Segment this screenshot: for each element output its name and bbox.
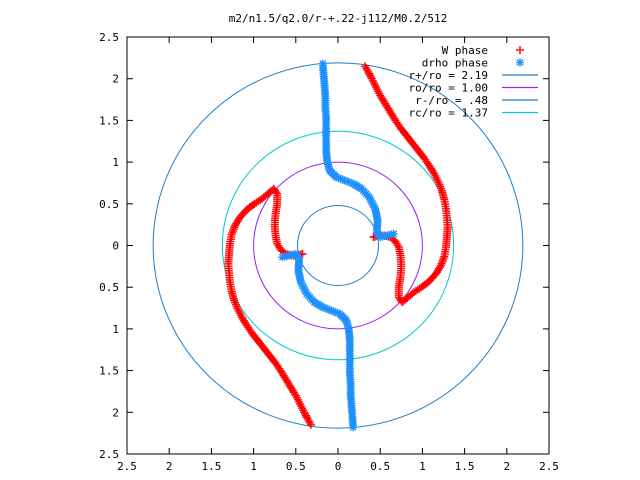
y-tick-label: 0 <box>112 240 119 253</box>
axis-ticks: 2.5 2 1.5 1 0.5 0 0.5 1 1.5 2 2.52.521.510.500.511… <box>99 31 559 473</box>
drho-phase-point-d2 <box>390 230 398 238</box>
legend-label: r-/ro = .48 <box>415 94 488 107</box>
legend-label: ro/ro = 1.00 <box>409 82 488 95</box>
legend-label: drho phase <box>422 57 488 70</box>
reference-circles <box>152 62 524 429</box>
x-tick-label: 0.5 <box>370 460 390 473</box>
reference-circle <box>253 161 423 330</box>
y-tick-label: 0.5 <box>99 198 119 211</box>
y-tick-label: 2.5 <box>99 31 119 44</box>
reference-circle <box>221 130 455 361</box>
chart-title: m2/n1.5/q2.0/r-+.22-j112/M0.2/512 <box>229 12 448 25</box>
x-tick-label: 2.5 <box>539 460 559 473</box>
x-tick-label: 2.5 <box>117 460 137 473</box>
legend-label: W phase <box>442 44 488 57</box>
x-tick-label: 1 <box>419 460 426 473</box>
x-tick-label: 1.5 <box>455 460 475 473</box>
y-tick-label: 1 <box>112 323 119 336</box>
reference-circle <box>152 62 524 429</box>
reference-circle <box>296 204 380 287</box>
x-tick-label: 2 <box>503 460 510 473</box>
y-tick-label: 1.5 <box>99 365 119 378</box>
y-tick-label: 2.5 <box>99 448 119 461</box>
drho-phase-point-d2 <box>278 253 286 261</box>
legend-label: r+/ro = 2.19 <box>409 69 488 82</box>
y-tick-label: 1 <box>112 156 119 169</box>
y-tick-label: 2 <box>112 406 119 419</box>
x-tick-label: 0.5 <box>286 460 306 473</box>
x-tick-label: 2 <box>166 460 173 473</box>
drho-phase-point-d2 <box>516 59 524 66</box>
y-tick-label: 2 <box>112 73 119 86</box>
y-tick-label: 0.5 <box>99 281 119 294</box>
data-points <box>224 59 452 432</box>
x-tick-label: 1 <box>250 460 257 473</box>
legend-label: rc/ro = 1.37 <box>409 107 488 120</box>
y-tick-label: 1.5 <box>99 114 119 127</box>
x-tick-label: 0 <box>335 460 342 473</box>
x-tick-label: 1.5 <box>201 460 221 473</box>
